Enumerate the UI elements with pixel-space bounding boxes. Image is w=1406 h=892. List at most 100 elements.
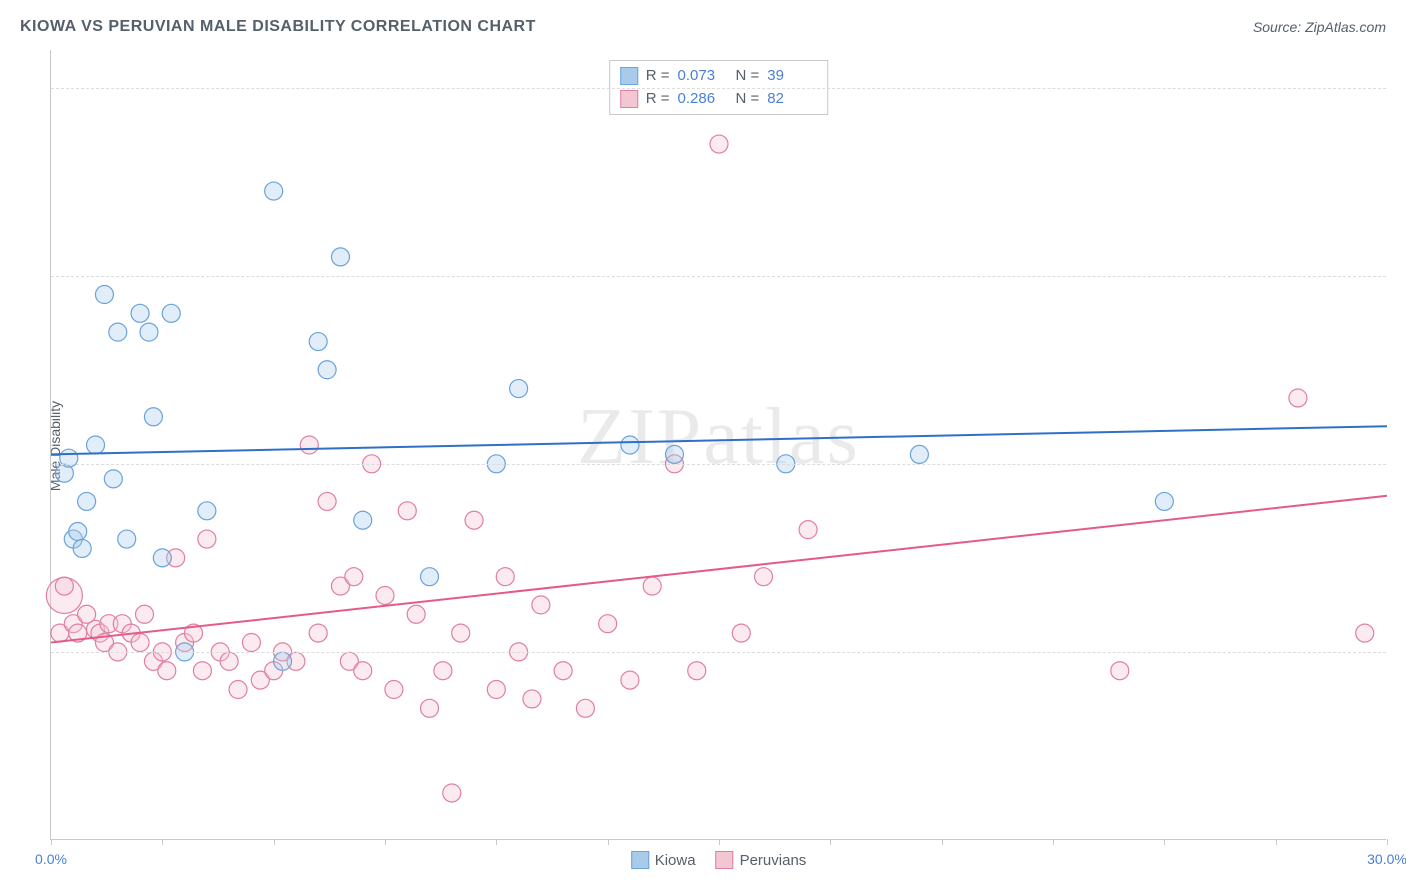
stat-r-value: 0.286 xyxy=(678,88,728,111)
y-tick-label: 40.0% xyxy=(1391,80,1406,96)
y-tick-label: 30.0% xyxy=(1391,268,1406,284)
data-point xyxy=(421,568,439,586)
chart-title: KIOWA VS PERUVIAN MALE DISABILITY CORREL… xyxy=(20,18,536,36)
data-point xyxy=(510,380,528,398)
data-point xyxy=(1155,492,1173,510)
data-point xyxy=(274,652,292,670)
data-point xyxy=(318,492,336,510)
gridline xyxy=(51,276,1386,277)
data-point xyxy=(354,662,372,680)
legend-label: Peruvians xyxy=(740,852,807,869)
data-point xyxy=(487,681,505,699)
y-tick-label: 20.0% xyxy=(1391,456,1406,472)
data-point xyxy=(621,671,639,689)
data-point xyxy=(118,530,136,548)
data-point xyxy=(755,568,773,586)
stat-n-label: N = xyxy=(736,88,760,111)
data-point xyxy=(443,784,461,802)
legend-label: Kiowa xyxy=(655,852,696,869)
data-point xyxy=(465,511,483,529)
data-point xyxy=(621,436,639,454)
x-tick xyxy=(1276,839,1277,845)
data-point xyxy=(265,182,283,200)
data-point xyxy=(73,539,91,557)
data-point xyxy=(158,662,176,680)
x-tick-label: 0.0% xyxy=(35,851,67,867)
gridline xyxy=(51,464,1386,465)
data-point xyxy=(688,662,706,680)
legend-swatch xyxy=(631,851,649,869)
data-point xyxy=(309,624,327,642)
data-point xyxy=(710,135,728,153)
data-point xyxy=(665,445,683,463)
data-point xyxy=(554,662,572,680)
data-point xyxy=(1356,624,1374,642)
data-point xyxy=(220,652,238,670)
data-point xyxy=(109,323,127,341)
legend-item: Peruvians xyxy=(716,851,807,869)
data-point xyxy=(732,624,750,642)
data-point xyxy=(242,634,260,652)
data-point xyxy=(131,304,149,322)
data-point xyxy=(193,662,211,680)
data-point xyxy=(144,408,162,426)
legend-swatch xyxy=(620,67,638,85)
stat-n-value: 39 xyxy=(767,65,817,88)
data-point xyxy=(104,470,122,488)
data-point xyxy=(69,523,87,541)
x-tick xyxy=(51,839,52,845)
x-tick xyxy=(162,839,163,845)
x-tick xyxy=(1164,839,1165,845)
data-point xyxy=(398,502,416,520)
data-point xyxy=(421,699,439,717)
data-point xyxy=(799,521,817,539)
x-tick xyxy=(1387,839,1388,845)
data-point xyxy=(136,605,154,623)
data-point xyxy=(576,699,594,717)
gridline xyxy=(51,88,1386,89)
data-point xyxy=(1111,662,1129,680)
x-tick xyxy=(274,839,275,845)
trend-line xyxy=(51,426,1387,454)
x-tick xyxy=(830,839,831,845)
scatter-svg xyxy=(51,50,1386,839)
stat-r-value: 0.073 xyxy=(678,65,728,88)
x-tick xyxy=(719,839,720,845)
data-point xyxy=(153,549,171,567)
data-point xyxy=(140,323,158,341)
data-point xyxy=(532,596,550,614)
stat-r-label: R = xyxy=(646,65,670,88)
data-point xyxy=(318,361,336,379)
data-point xyxy=(910,445,928,463)
data-point xyxy=(643,577,661,595)
data-point xyxy=(229,681,247,699)
legend-swatch xyxy=(716,851,734,869)
data-point xyxy=(131,634,149,652)
x-tick xyxy=(385,839,386,845)
gridline xyxy=(51,652,1386,653)
chart-source: Source: ZipAtlas.com xyxy=(1253,19,1386,35)
data-point xyxy=(434,662,452,680)
data-point xyxy=(162,304,180,322)
data-point xyxy=(345,568,363,586)
x-tick xyxy=(942,839,943,845)
data-point xyxy=(78,492,96,510)
chart-plot-area: ZIPatlas R = 0.073N = 39R = 0.286N = 82 … xyxy=(50,50,1386,840)
data-point xyxy=(599,615,617,633)
data-point xyxy=(354,511,372,529)
data-point xyxy=(407,605,425,623)
stat-r-label: R = xyxy=(646,88,670,111)
data-point xyxy=(198,530,216,548)
data-point xyxy=(95,286,113,304)
legend-item: Kiowa xyxy=(631,851,696,869)
x-tick xyxy=(1053,839,1054,845)
stats-row: R = 0.286 N = 82 xyxy=(620,88,818,111)
data-point xyxy=(87,436,105,454)
data-point xyxy=(309,333,327,351)
x-tick xyxy=(608,839,609,845)
data-point xyxy=(376,586,394,604)
data-point xyxy=(55,577,73,595)
stat-n-value: 82 xyxy=(767,88,817,111)
data-point xyxy=(300,436,318,454)
data-point xyxy=(496,568,514,586)
